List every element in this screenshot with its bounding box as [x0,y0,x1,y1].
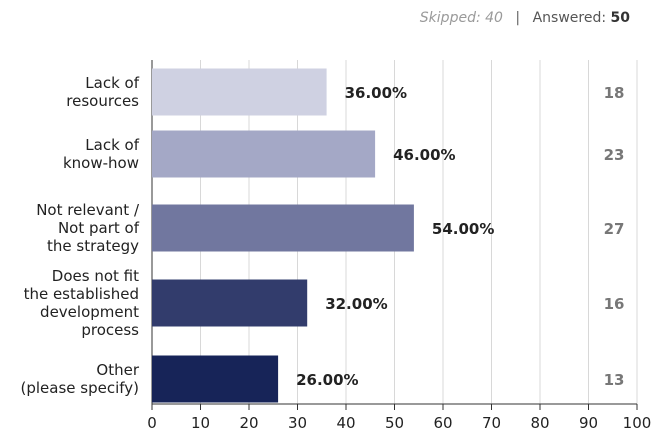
category-label: Not relevant / Not part of the strategy [36,201,140,255]
response-count: 18 [604,84,625,102]
category-label: Lack of resources [66,74,139,110]
category-label: Other (please specify) [21,361,140,397]
x-tick-label: 70 [482,414,501,432]
answered-label: Answered: [532,10,607,26]
x-tick-label: 50 [385,414,404,432]
x-tick-label: 100 [623,414,652,432]
bar-value-label: 54.00% [432,220,494,238]
response-count: 23 [604,146,625,164]
category-label: Lack of know-how [63,136,140,172]
bar-value-label: 46.00% [393,146,455,164]
x-tick-label: 80 [530,414,549,432]
bar-value-label: 32.00% [325,295,387,313]
bar [152,204,414,252]
summary-separator: | [515,10,521,26]
response-count: 27 [604,220,625,238]
response-count: 13 [604,371,625,389]
response-count: 16 [604,295,625,313]
x-tick-label: 20 [239,414,258,432]
answered-count: 50 [610,10,630,26]
x-tick-label: 10 [191,414,210,432]
bar [152,68,327,116]
skipped-label: Skipped: [419,10,481,26]
x-tick-label: 0 [147,414,157,432]
category-label: Does not fit the established development pr… [24,267,140,339]
bar-value-label: 26.00% [296,371,358,389]
x-tick-label: 60 [433,414,452,432]
x-tick-label: 40 [336,414,355,432]
x-tick-label: 30 [288,414,307,432]
response-summary: Skipped: 40 | Answered: 50 [420,10,630,26]
bar-value-label: 36.00% [345,84,407,102]
bar [152,130,376,178]
bar [152,279,308,327]
bar [152,355,279,403]
skipped-count: 40 [485,10,503,26]
x-tick-label: 90 [579,414,598,432]
